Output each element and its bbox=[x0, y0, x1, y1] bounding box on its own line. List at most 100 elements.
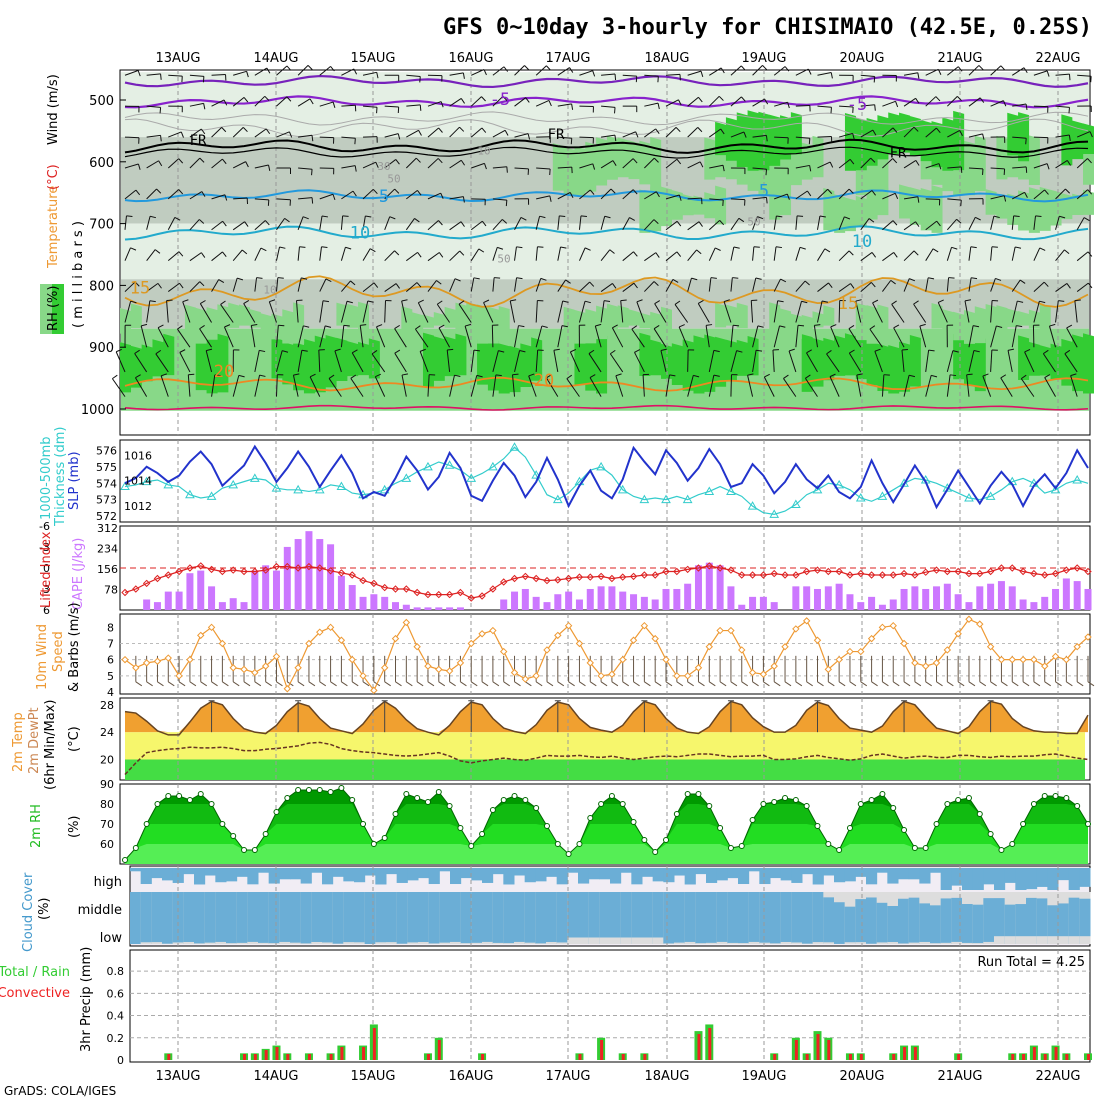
wind-barb-shaft bbox=[146, 300, 151, 323]
wind-barb-flag bbox=[610, 188, 616, 194]
li-point bbox=[792, 571, 800, 579]
wind-barb-shaft bbox=[492, 96, 504, 107]
wind-barb-flag bbox=[559, 215, 566, 217]
wind-barb-shaft bbox=[177, 328, 191, 348]
wind-barb-shaft bbox=[376, 326, 386, 348]
wind-barb-flag bbox=[416, 282, 422, 288]
wind-barb-flag bbox=[1046, 163, 1050, 170]
wind-barb-shaft bbox=[319, 300, 324, 323]
precip-convective-bar bbox=[903, 1047, 907, 1060]
rh-point bbox=[922, 845, 929, 851]
cape-bar bbox=[889, 599, 897, 610]
wind-barb-shaft bbox=[384, 250, 395, 262]
wind-barb-tick bbox=[849, 681, 857, 687]
wind-barb-tick bbox=[535, 681, 543, 687]
cloud-low-bar bbox=[140, 942, 152, 944]
wind-barb-shaft bbox=[124, 163, 139, 169]
wind-barb-flag bbox=[376, 72, 379, 79]
wind-speed-point bbox=[316, 628, 324, 636]
wind-barb-tick bbox=[351, 681, 359, 687]
wind-barb-flag bbox=[584, 247, 591, 251]
wind-barb-shaft bbox=[1007, 350, 1013, 373]
cape-bar bbox=[197, 570, 205, 610]
wind-barb-flag bbox=[891, 300, 897, 305]
cloud-middle-bar bbox=[354, 892, 366, 944]
wind-barb-flag bbox=[612, 160, 617, 166]
wind-barb-flag bbox=[595, 323, 602, 327]
wind-barb-shaft bbox=[483, 302, 494, 323]
contour-label: 20 bbox=[214, 362, 234, 382]
cloud-high-bar bbox=[236, 868, 248, 877]
wind-barb-flag bbox=[756, 349, 763, 352]
wind-barb-flag bbox=[723, 299, 730, 303]
wind-barb-shaft bbox=[471, 162, 485, 169]
wind-barb-shaft bbox=[514, 167, 529, 170]
thickness-axis-label-2: Thickness (dm) bbox=[53, 427, 68, 527]
cloud-low-bar bbox=[151, 942, 163, 944]
cape-bar bbox=[446, 607, 454, 610]
wind-barb-shaft bbox=[687, 127, 699, 138]
wind-barb-flag bbox=[936, 220, 941, 227]
cape-bar bbox=[186, 573, 194, 610]
wind-barb-shaft bbox=[913, 303, 927, 323]
wind-speed-point bbox=[846, 647, 854, 656]
cloud-low-bar bbox=[770, 943, 782, 944]
cloud-middle-bar bbox=[578, 892, 590, 944]
cloud-low-bar bbox=[791, 942, 803, 944]
li-point bbox=[694, 564, 703, 572]
wind-barb-shaft bbox=[405, 218, 415, 231]
cloud-middle-bar bbox=[482, 892, 494, 944]
wind-barb-flag bbox=[655, 128, 660, 135]
li-point bbox=[867, 571, 876, 579]
li-point bbox=[738, 571, 746, 579]
wind-barb-flag bbox=[797, 324, 805, 327]
wind-barb-flag bbox=[1044, 189, 1049, 195]
wind-barb-shaft bbox=[600, 249, 611, 261]
cloud-high-bar bbox=[823, 868, 835, 876]
wind-barb-flag bbox=[417, 252, 422, 258]
cloud-low-bar bbox=[428, 943, 440, 944]
wind-barb-flag bbox=[483, 299, 490, 304]
rh-point bbox=[468, 843, 475, 849]
wind-speed-point bbox=[900, 639, 908, 648]
wind-barb-shaft bbox=[600, 283, 613, 292]
wind-barb-tick bbox=[633, 681, 640, 687]
wind-barb-flag bbox=[1000, 374, 1007, 379]
top-date-labels: 13AUG 14AUG 15AUG 16AUG 17AUG 18AUG 19AUG 20AUG… bbox=[155, 51, 1080, 66]
wind-barb-flag bbox=[855, 299, 862, 302]
wind-barb-shaft bbox=[723, 301, 732, 323]
wind-barb-flag bbox=[174, 216, 181, 221]
wind-barb-flag bbox=[908, 374, 916, 378]
wind-barb-shaft bbox=[600, 216, 606, 230]
wind-barb-flag bbox=[130, 300, 137, 304]
contour-label: FR bbox=[190, 133, 207, 149]
cloud-middle-bar bbox=[556, 892, 568, 944]
precip-convective-bar bbox=[643, 1054, 647, 1060]
wind-barb-flag bbox=[494, 277, 501, 279]
rh-point bbox=[543, 823, 550, 829]
wind-barb-flag bbox=[909, 278, 916, 282]
wind-barb-flag bbox=[301, 277, 308, 280]
wind-barb-shaft bbox=[1012, 166, 1027, 169]
wind-barb-flag bbox=[849, 159, 855, 165]
wind-barb-shaft bbox=[220, 304, 234, 323]
wind-barb-flag bbox=[269, 299, 276, 303]
wind-barb-shaft bbox=[730, 325, 734, 348]
wind-barb-flag bbox=[570, 348, 577, 353]
wind-barb-flag bbox=[612, 324, 618, 329]
cloud-middle-bar bbox=[866, 897, 878, 944]
cape-bar bbox=[933, 586, 941, 610]
wind-barb-flag bbox=[678, 194, 682, 201]
thickness-point bbox=[314, 484, 325, 494]
cloud-high-bar bbox=[802, 868, 814, 875]
footer-credit: GrADS: COLA/IGES bbox=[4, 1084, 116, 1098]
rh-point bbox=[771, 799, 778, 805]
wind-speed-point bbox=[175, 672, 183, 680]
rh-point bbox=[392, 811, 399, 817]
rh-point bbox=[576, 841, 583, 847]
li-point bbox=[759, 571, 768, 579]
wind-barb-flag bbox=[844, 216, 851, 220]
pressure-tick-label: 500 bbox=[89, 94, 114, 109]
contour-rh-10 bbox=[124, 118, 1089, 138]
wind-barb-flag bbox=[874, 348, 881, 352]
